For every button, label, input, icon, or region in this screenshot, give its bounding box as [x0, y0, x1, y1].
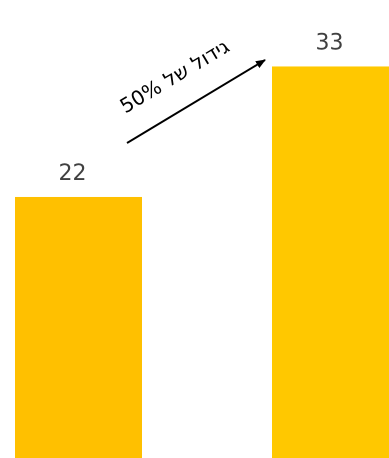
bar-2: [272, 66, 389, 458]
bar-1: [15, 196, 142, 458]
growth-annotation: גידול של 50%: [115, 34, 266, 144]
bar-2-value-label: 33: [316, 30, 344, 55]
growth-arrow-icon: [126, 59, 266, 144]
growth-annotation-label: גידול של 50%: [115, 34, 233, 118]
bar-1-value-label: 22: [59, 161, 87, 186]
